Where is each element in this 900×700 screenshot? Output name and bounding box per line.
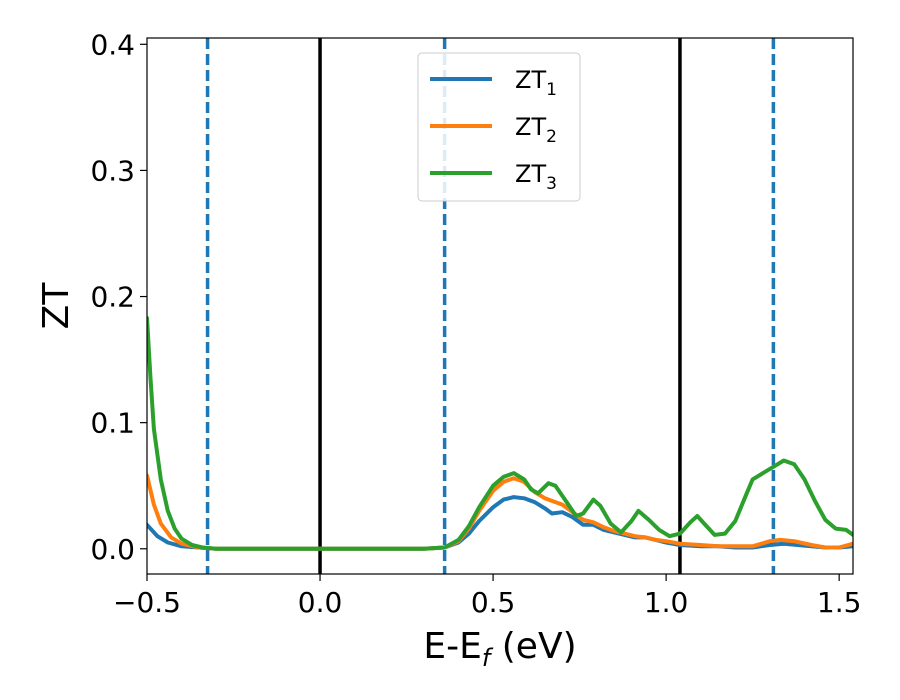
plot-frame: [146, 37, 854, 575]
x-axis-ticks: −0.5 0.0 0.5 1.0 1.5: [113, 574, 861, 619]
legend-label-zt2-sub: 2: [546, 127, 557, 147]
legend-label-zt1-main: ZT: [515, 66, 546, 94]
legend-label-zt2: ZT2: [515, 113, 557, 147]
x-tick-label: 0.5: [471, 586, 516, 619]
series-line-zt3: [147, 316, 853, 551]
x-axis-label-main: E-E: [423, 626, 481, 667]
y-axis-ticks: 0.0 0.1 0.2 0.3 0.4: [90, 28, 147, 566]
legend-label-zt1-sub: 1: [546, 80, 557, 100]
legend-label-zt3-sub: 3: [546, 174, 557, 194]
y-tick-label: 0.4: [90, 28, 135, 61]
legend: ZT1 ZT2 ZT3: [417, 52, 581, 202]
x-tick-label: 1.0: [644, 586, 689, 619]
x-axis-label: E-Ef (eV): [423, 626, 576, 672]
legend-label-zt1: ZT1: [515, 66, 557, 100]
legend-label-zt3-main: ZT: [515, 160, 546, 188]
legend-label-zt3: ZT3: [515, 160, 557, 194]
x-axis-label-unit: (eV): [490, 626, 576, 667]
y-tick-label: 0.2: [90, 281, 135, 314]
y-tick-label: 0.1: [90, 407, 135, 440]
x-tick-label: 1.5: [817, 586, 862, 619]
x-tick-label: 0.0: [298, 586, 343, 619]
y-axis-label: ZT: [36, 282, 77, 330]
legend-label-zt2-main: ZT: [515, 113, 546, 141]
y-tick-label: 0.0: [90, 533, 135, 566]
x-tick-label: −0.5: [113, 586, 181, 619]
legend-box: [417, 52, 581, 202]
y-tick-label: 0.3: [90, 154, 135, 187]
series-lines: [147, 316, 853, 551]
